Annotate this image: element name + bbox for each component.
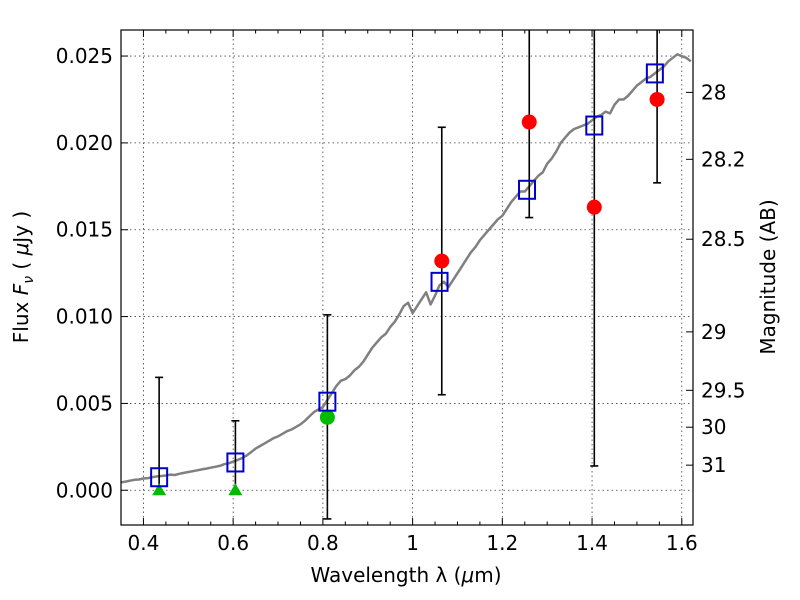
- x-tick-label: 0.6: [217, 531, 249, 555]
- x-tick-label: 1.2: [486, 531, 518, 555]
- y2-tick-label: 30: [701, 415, 726, 439]
- model-bandpass-square: [645, 63, 664, 84]
- plot-frame: [120, 29, 694, 526]
- y2-tick-label: 29.5: [701, 378, 746, 402]
- green-detection-point: [319, 409, 335, 425]
- x-tick-label: 1.6: [666, 531, 698, 555]
- y2-tick-label: 28: [701, 80, 726, 104]
- x-tick-label: 0.8: [307, 531, 339, 555]
- upper-limit-triangle: [152, 483, 167, 496]
- y2-tick-label: 28.5: [701, 227, 746, 251]
- y-tick-label: 0.020: [56, 131, 113, 155]
- red-detection-point: [521, 114, 537, 130]
- red-detection-point: [649, 91, 665, 107]
- y-tick-label: 0.010: [56, 305, 113, 329]
- axes: 0.4 0.6 0.8 1 1.2 1.4 1.6 0.000 0.005 0.010 0.015 0…: [56, 29, 746, 555]
- y2-axis-title: Magnitude (AB): [756, 199, 780, 354]
- y-axis-title: Flux Fν ( μJy ): [9, 211, 37, 343]
- model-bandpass-square: [226, 452, 245, 473]
- model-bandpass-square: [518, 179, 537, 200]
- red-detection-point: [586, 199, 602, 215]
- model-bandpass-square: [430, 271, 449, 292]
- y-tick-label: 0.000: [56, 478, 113, 502]
- plot-series: [121, 30, 692, 520]
- x-tick-label: 0.4: [128, 531, 160, 555]
- x-axis-title: Wavelength λ (μm): [310, 563, 501, 587]
- y2-tick-label: 31: [701, 453, 726, 477]
- model-bandpass-square: [150, 467, 169, 488]
- upper-limit-triangle: [228, 483, 243, 496]
- y-tick-label: 0.015: [56, 218, 113, 242]
- y-tick-label: 0.005: [56, 391, 113, 415]
- x-tick-label: 1.4: [576, 531, 608, 555]
- y-tick-label: 0.025: [56, 44, 113, 68]
- model-bandpass-square: [585, 115, 604, 136]
- red-detection-point: [434, 253, 450, 269]
- model-bandpass-square: [318, 391, 337, 412]
- x-tick-label: 1: [406, 531, 419, 555]
- y2-tick-label: 28.2: [701, 147, 746, 171]
- y2-tick-label: 29: [701, 320, 726, 344]
- grid-lines: [121, 30, 693, 525]
- model-spectrum-line: [121, 53, 692, 484]
